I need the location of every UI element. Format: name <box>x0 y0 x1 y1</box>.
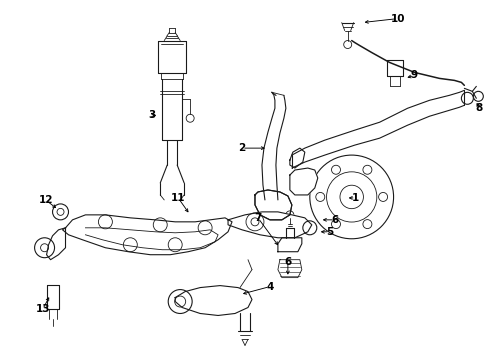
Polygon shape <box>290 168 318 195</box>
Circle shape <box>52 204 69 220</box>
Text: 13: 13 <box>35 305 50 315</box>
Polygon shape <box>63 215 232 255</box>
Circle shape <box>310 155 393 239</box>
Circle shape <box>186 114 194 122</box>
Polygon shape <box>290 148 305 168</box>
Circle shape <box>343 41 352 49</box>
Polygon shape <box>255 190 292 220</box>
Text: 6: 6 <box>331 215 339 225</box>
Circle shape <box>35 238 54 258</box>
Circle shape <box>473 91 483 101</box>
Circle shape <box>462 92 473 104</box>
Circle shape <box>303 221 317 235</box>
Text: 7: 7 <box>254 213 262 223</box>
Text: 9: 9 <box>411 71 418 80</box>
Text: 10: 10 <box>391 14 405 24</box>
Text: 3: 3 <box>148 110 156 120</box>
Text: 5: 5 <box>326 227 333 237</box>
Circle shape <box>246 213 264 231</box>
Text: 2: 2 <box>238 143 245 153</box>
Circle shape <box>286 211 294 219</box>
Polygon shape <box>278 238 302 252</box>
Text: 1: 1 <box>352 193 359 203</box>
Text: 12: 12 <box>38 195 53 205</box>
Text: 8: 8 <box>476 103 483 113</box>
Polygon shape <box>278 260 302 278</box>
Text: 6: 6 <box>284 257 292 267</box>
Circle shape <box>168 289 192 314</box>
Polygon shape <box>175 285 252 315</box>
Text: 4: 4 <box>266 282 273 292</box>
Polygon shape <box>47 228 66 260</box>
Polygon shape <box>228 212 312 238</box>
Text: 11: 11 <box>171 193 185 203</box>
